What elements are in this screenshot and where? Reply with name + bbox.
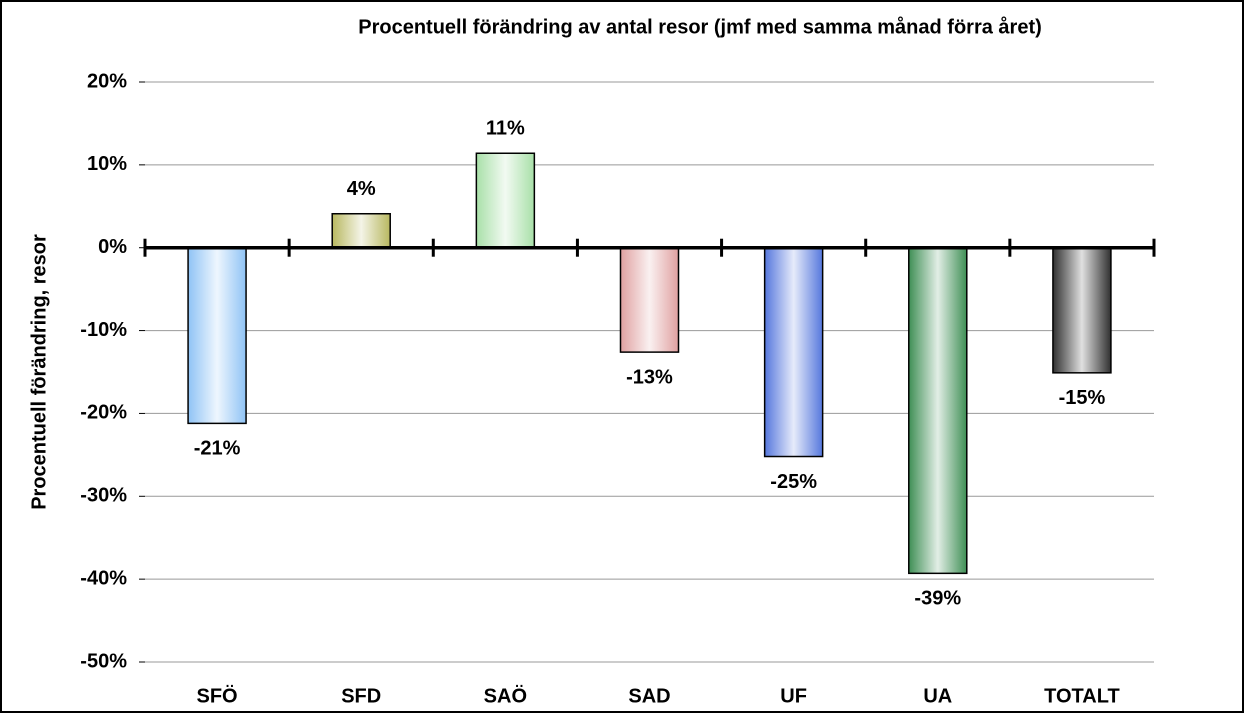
bar bbox=[619, 246, 680, 353]
x-tick-label: SAD bbox=[628, 685, 670, 707]
x-tick-label: UA bbox=[923, 685, 952, 707]
data-label: -25% bbox=[770, 471, 817, 493]
y-tick-label: -50% bbox=[80, 650, 127, 672]
y-tick-label: -10% bbox=[80, 319, 127, 341]
y-tick-label: 10% bbox=[87, 153, 127, 175]
bar bbox=[1052, 246, 1112, 374]
chart-title: Procentuell förändring av antal resor (j… bbox=[358, 15, 1042, 38]
x-tick-label: SFD bbox=[341, 685, 381, 707]
data-label: 11% bbox=[486, 118, 525, 140]
data-label: -13% bbox=[626, 366, 673, 388]
x-tick-label: SFÖ bbox=[197, 684, 238, 707]
y-tick-label: -30% bbox=[80, 485, 127, 507]
y-tick-label: -20% bbox=[80, 402, 127, 424]
y-tick-label: 20% bbox=[87, 70, 127, 92]
data-label: -21% bbox=[194, 438, 241, 460]
y-tick-label: 0% bbox=[98, 236, 127, 258]
y-axis-label: Procentuell förändring, resor bbox=[28, 234, 50, 510]
bar bbox=[475, 152, 536, 249]
bar bbox=[908, 246, 968, 575]
data-label: -15% bbox=[1059, 387, 1106, 409]
x-tick-label: TOTALT bbox=[1044, 685, 1120, 707]
bar bbox=[187, 246, 247, 425]
x-tick-label: SAÖ bbox=[484, 684, 527, 707]
y-tick-label: -40% bbox=[80, 567, 127, 589]
bar bbox=[331, 212, 391, 249]
data-label: -39% bbox=[914, 588, 961, 610]
data-label: 4% bbox=[347, 178, 376, 200]
x-tick-label: UF bbox=[780, 685, 807, 707]
bar bbox=[763, 246, 824, 458]
